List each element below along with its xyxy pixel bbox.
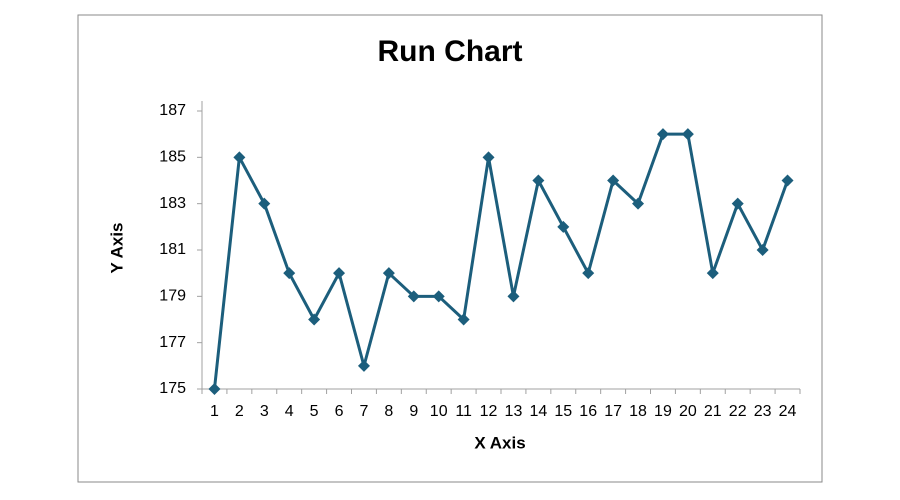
data-point [283,267,296,280]
chart-title: Run Chart [378,35,523,68]
data-point [258,197,271,210]
x-tick-label: 4 [285,403,294,420]
x-tick-label: 8 [384,403,393,420]
data-point [407,290,420,303]
x-tick-label: 7 [360,403,369,420]
data-point [781,174,794,187]
x-tick-label: 9 [409,403,418,420]
x-tick-label: 10 [430,403,448,420]
data-point [333,267,346,280]
y-axis-label: Y Axis [107,222,126,273]
data-point [706,267,719,280]
x-tick-label: 19 [654,403,672,420]
x-tick-label: 15 [554,403,572,420]
data-point [681,128,694,141]
y-tick-label: 181 [159,241,186,258]
y-tick-label: 185 [159,149,186,166]
y-tick-label: 183 [159,195,186,212]
y-tick-label: 179 [159,288,186,305]
x-tick-label: 23 [754,403,772,420]
data-point [357,359,370,372]
y-tick-label: 175 [159,380,186,397]
x-tick-label: 13 [505,403,523,420]
data-point [607,174,620,187]
data-point [532,174,545,187]
x-tick-label: 20 [679,403,697,420]
data-point [656,128,669,141]
x-tick-label: 24 [779,403,797,420]
data-point [482,151,495,164]
data-point [432,290,445,303]
x-tick-label: 22 [729,403,747,420]
x-tick-label: 6 [335,403,344,420]
y-tick-label: 177 [159,334,186,351]
x-tick-label: 5 [310,403,319,420]
x-tick-label: 1 [210,403,219,420]
x-tick-label: 16 [579,403,597,420]
data-point [557,220,570,233]
data-point [457,313,470,326]
x-tick-label: 2 [235,403,244,420]
x-tick-label: 17 [604,403,622,420]
y-tick-label: 187 [159,102,186,119]
x-tick-label: 12 [480,403,498,420]
x-tick-label: 14 [529,403,547,420]
x-axis-label: X Axis [474,433,525,452]
data-point [731,197,744,210]
x-tick-label: 3 [260,403,269,420]
data-point [582,267,595,280]
x-tick-label: 18 [629,403,647,420]
x-tick-label: 11 [455,403,472,420]
data-point [308,313,321,326]
x-tick-label: 21 [704,403,722,420]
data-point [756,244,769,256]
data-point [632,197,645,210]
data-point [208,383,221,395]
data-point [507,290,520,303]
data-point [382,267,395,280]
data-line [212,132,789,390]
data-point [233,151,246,164]
